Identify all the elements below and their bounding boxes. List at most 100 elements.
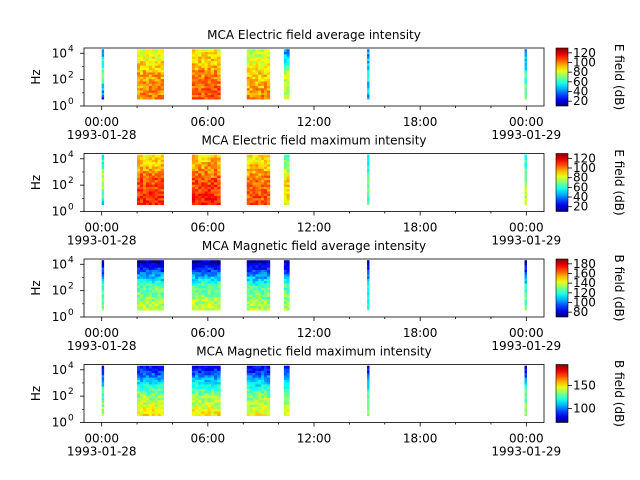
- spectrogram-cell: [252, 300, 256, 304]
- spectrogram-cell: [160, 379, 165, 383]
- spectrogram-cell: [286, 413, 290, 417]
- spectrogram-cell: [151, 65, 156, 68]
- spectrogram-cell: [367, 397, 370, 401]
- spectrogram-cell: [140, 285, 144, 288]
- spectrogram-cell: [140, 370, 144, 374]
- spectrogram-cell: [261, 276, 265, 279]
- spectrogram-cell: [264, 177, 268, 181]
- spectrogram-cell: [140, 156, 144, 160]
- spectrogram-cell: [204, 370, 209, 374]
- spectrogram-cell: [145, 53, 150, 57]
- spectrogram-cell: [217, 87, 221, 91]
- spectrogram-cell: [258, 307, 262, 311]
- spectrogram-cell: [191, 175, 196, 178]
- spectrogram-cell: [286, 404, 290, 407]
- spectrogram-cell: [157, 78, 162, 82]
- spectrogram-cell: [524, 62, 527, 66]
- spectrogram-cell: [255, 172, 259, 176]
- spectrogram-cell: [198, 172, 202, 176]
- spectrogram-cell: [286, 285, 290, 288]
- x-tick-label: 00:00: [509, 432, 544, 446]
- spectrogram-cell: [207, 370, 212, 374]
- spectrogram-cell: [213, 92, 218, 95]
- spectrogram-cell: [142, 370, 147, 374]
- spectrogram-cell: [207, 69, 212, 73]
- spectrogram-cell: [217, 85, 221, 89]
- spectrogram-cell: [154, 300, 159, 304]
- spectrogram-cell: [258, 62, 262, 66]
- spectrogram-cell: [142, 395, 147, 398]
- spectrogram-cell: [142, 51, 147, 55]
- spectrogram-cell: [198, 408, 202, 412]
- y-tick-label: 10: [52, 99, 67, 113]
- spectrogram-cell: [255, 55, 259, 59]
- spectrogram-cell: [252, 83, 256, 86]
- spectrogram-cell: [266, 395, 271, 398]
- spectrogram-cell: [137, 186, 141, 190]
- spectrogram-cell: [252, 179, 256, 183]
- spectrogram-cell: [367, 51, 370, 55]
- spectrogram-cell: [148, 401, 153, 405]
- spectrogram-cell: [213, 195, 218, 199]
- spectrogram-cell: [101, 264, 105, 268]
- spectrogram-cell: [198, 76, 202, 80]
- spectrogram-cell: [255, 399, 259, 403]
- spectrogram-cell: [210, 199, 215, 203]
- spectrogram-cell: [201, 399, 205, 403]
- spectrogram-cell: [286, 163, 290, 167]
- spectrogram-cell: [213, 202, 218, 206]
- spectrogram-cell: [261, 60, 265, 64]
- spectrogram-cell: [201, 177, 205, 181]
- spectrogram-cell: [148, 85, 153, 89]
- spectrogram-cell: [261, 298, 265, 302]
- spectrogram-cell: [101, 282, 105, 286]
- spectrogram-cell: [252, 287, 256, 291]
- spectrogram-cell: [201, 291, 205, 295]
- spectrogram-cell: [246, 80, 251, 84]
- spectrogram-cell: [198, 83, 202, 86]
- spectrogram-cell: [261, 390, 265, 394]
- spectrogram-cell: [151, 287, 156, 291]
- spectrogram-cell: [255, 87, 259, 91]
- spectrogram-cell: [204, 401, 209, 405]
- spectrogram-cell: [160, 388, 165, 392]
- spectrogram-cell: [137, 410, 141, 414]
- spectrogram-cell: [264, 294, 268, 297]
- spectrogram-cell: [264, 390, 268, 394]
- spectrogram-cell: [198, 168, 202, 172]
- spectrogram-cell: [137, 188, 141, 192]
- spectrogram-cell: [524, 260, 527, 264]
- spectrogram-cell: [283, 367, 287, 371]
- spectrogram-cell: [157, 74, 162, 77]
- spectrogram-cell: [266, 374, 271, 378]
- spectrogram-cell: [246, 386, 251, 389]
- spectrogram-cell: [148, 195, 153, 199]
- spectrogram-cell: [266, 193, 271, 196]
- spectrogram-cell: [101, 367, 105, 371]
- spectrogram-cell: [266, 51, 271, 55]
- spectrogram-cell: [198, 65, 202, 68]
- spectrogram-cell: [264, 280, 268, 284]
- spectrogram-cell: [252, 199, 256, 203]
- spectrogram-cell: [198, 53, 202, 57]
- spectrogram-cell: [157, 397, 162, 401]
- spectrogram-cell: [142, 262, 147, 266]
- spectrogram-cell: [191, 197, 196, 201]
- spectrogram-cell: [286, 307, 290, 311]
- spectrogram-cell: [157, 410, 162, 414]
- spectrogram-cell: [142, 276, 147, 279]
- spectrogram-cell: [142, 289, 147, 293]
- spectrogram-cell: [217, 55, 221, 59]
- colorbar-tick-label: 20: [573, 94, 588, 108]
- spectrogram-cell: [258, 296, 262, 300]
- spectrogram-cell: [191, 397, 196, 401]
- colorbar-tick-label: 80: [573, 171, 588, 185]
- spectrogram-cell: [213, 372, 218, 376]
- spectrogram-cell: [246, 69, 251, 73]
- colorbar-tick-label: 40: [573, 85, 588, 99]
- spectrogram-cell: [204, 83, 209, 86]
- spectrogram-cell: [140, 305, 144, 309]
- spectrogram-cell: [367, 388, 370, 392]
- spectrogram-cell: [148, 280, 153, 284]
- spectrogram-cell: [101, 408, 105, 412]
